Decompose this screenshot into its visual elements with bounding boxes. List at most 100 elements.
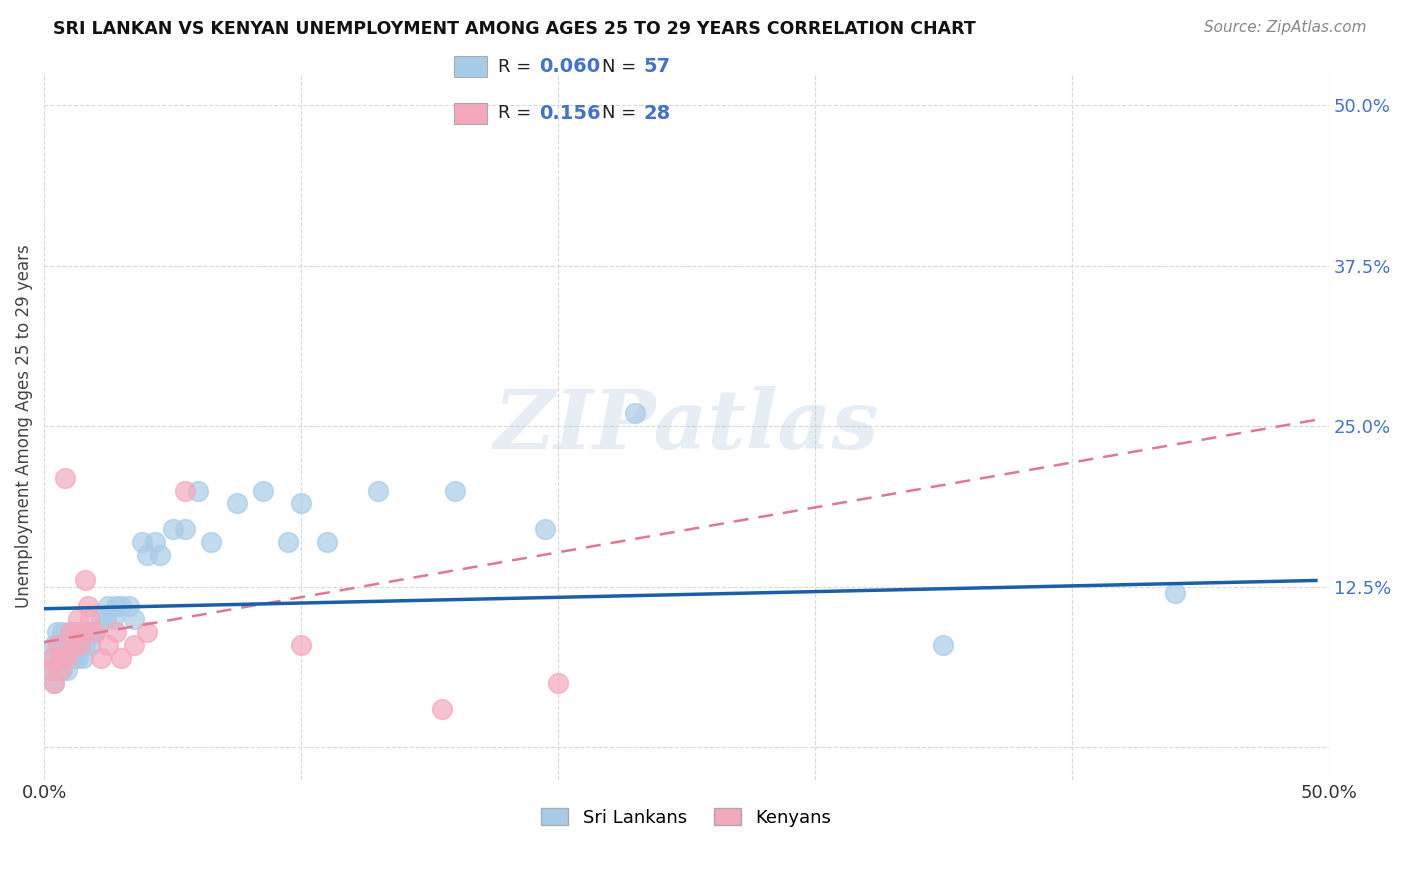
Text: N =: N = [602,104,643,122]
Point [53,638,76,652]
Point [162,522,184,536]
Point [1163,586,1185,600]
Point [200,535,222,549]
Text: SRI LANKAN VS KENYAN UNEMPLOYMENT AMONG AGES 25 TO 29 YEARS CORRELATION CHART: SRI LANKAN VS KENYAN UNEMPLOYMENT AMONG … [53,20,976,37]
Bar [454,56,486,78]
Point [63,624,86,639]
Point [97,638,120,652]
Point [60,638,83,652]
Point [290,496,312,510]
Point [44,638,66,652]
Point [187,483,209,498]
Point [63,624,86,639]
Point [174,483,197,498]
Point [149,548,172,562]
Text: 28: 28 [643,103,671,123]
Point [315,535,337,549]
Legend: Sri Lankans, Kenyans: Sri Lankans, Kenyans [534,801,839,834]
Point [90,650,112,665]
Point [41,650,63,665]
Point [75,638,97,652]
Point [69,638,91,652]
Text: ZIPatlas: ZIPatlas [494,386,879,467]
Point [51,664,73,678]
Point [225,496,247,510]
Point [290,638,312,652]
Point [135,624,157,639]
Point [174,522,197,536]
Point [46,664,69,678]
Point [60,638,83,652]
Point [624,407,647,421]
Point [110,650,132,665]
Point [110,599,132,614]
Point [51,650,73,665]
Point [60,650,83,665]
Point [41,650,63,665]
Point [547,676,569,690]
Point [66,638,89,652]
Point [66,650,89,665]
Point [82,624,104,639]
Point [72,624,94,639]
Point [76,599,98,614]
Point [103,612,125,626]
Point [122,638,145,652]
Point [69,638,91,652]
Point [84,624,107,639]
Point [84,624,107,639]
Point [534,522,557,536]
Point [131,535,153,549]
Point [63,650,86,665]
Point [38,664,60,678]
Point [367,483,389,498]
Point [48,638,70,652]
Point [75,574,97,588]
Point [94,612,117,626]
Point [79,638,101,652]
Point [51,624,73,639]
Text: R =: R = [498,58,537,76]
Point [97,599,120,614]
Point [56,650,79,665]
Point [277,535,299,549]
Point [72,624,94,639]
Point [105,624,128,639]
Point [72,650,94,665]
Point [44,676,66,690]
Point [59,624,82,639]
Point [46,624,69,639]
Point [252,483,274,498]
Point [48,664,70,678]
Point [48,650,70,665]
Bar [454,103,486,124]
Point [53,471,76,485]
Y-axis label: Unemployment Among Ages 25 to 29 years: Unemployment Among Ages 25 to 29 years [15,244,32,608]
Point [44,676,66,690]
Text: N =: N = [602,58,643,76]
Point [56,664,79,678]
Text: 0.156: 0.156 [538,103,600,123]
Point [59,624,82,639]
Point [59,638,82,652]
Text: R =: R = [498,104,537,122]
Point [932,638,955,652]
Point [46,638,69,652]
Point [76,624,98,639]
Text: 0.060: 0.060 [538,57,600,77]
Point [53,650,76,665]
Text: Source: ZipAtlas.com: Source: ZipAtlas.com [1204,20,1367,35]
Point [118,599,141,614]
Point [90,612,112,626]
Point [122,612,145,626]
Text: 57: 57 [643,57,671,77]
Point [432,702,454,716]
Point [135,548,157,562]
Point [105,599,128,614]
Point [56,650,79,665]
Point [143,535,166,549]
Point [38,664,60,678]
Point [444,483,467,498]
Point [79,612,101,626]
Point [66,612,89,626]
